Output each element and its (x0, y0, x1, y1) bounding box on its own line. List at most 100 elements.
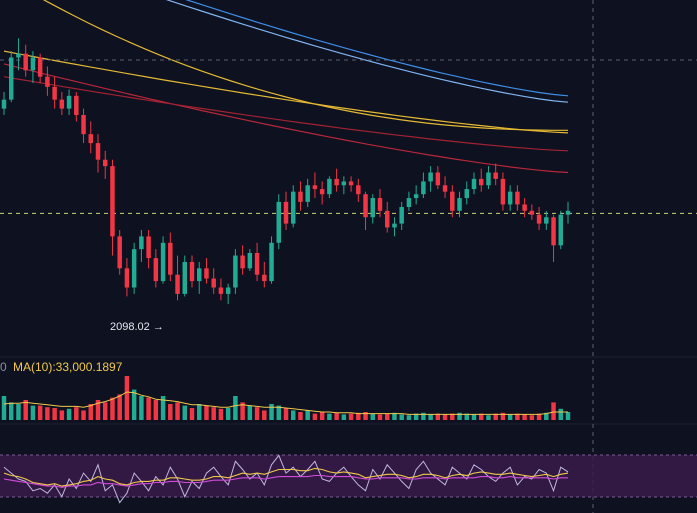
candle-body (240, 255, 245, 269)
candle-body (139, 236, 144, 250)
candle-body (290, 191, 296, 224)
volume-bar (45, 407, 50, 420)
candle-body (196, 268, 202, 282)
candle-body (66, 95, 72, 109)
volume-bar (384, 413, 390, 420)
candle-body (1, 99, 7, 109)
candle-body (377, 198, 383, 211)
moving-average-line (3, 50, 569, 134)
volume-bar (283, 408, 289, 420)
candle-body (384, 210, 390, 228)
candle-body (363, 194, 368, 218)
moving-average-line (185, 0, 569, 97)
candle-body (283, 201, 289, 224)
volume-bar (341, 414, 347, 420)
candle-body (45, 76, 50, 87)
volume-bar (37, 405, 43, 420)
candle-body (565, 210, 571, 215)
candle-body (327, 178, 332, 195)
candle-body (544, 217, 549, 224)
candle-body (168, 242, 173, 275)
volume-bar (81, 410, 86, 420)
candle-body (182, 261, 188, 294)
candle-body (211, 278, 216, 288)
candle-body (204, 268, 209, 279)
volume-bar (392, 412, 397, 420)
volume-bar (74, 407, 79, 420)
candle-body (95, 143, 101, 160)
candle-body (74, 95, 79, 115)
volume-bar (146, 397, 151, 420)
volume-bar (30, 405, 36, 420)
volume-bar (327, 413, 332, 420)
volume-bar (536, 413, 542, 420)
volume-bar (435, 413, 441, 420)
candle-body (59, 99, 65, 109)
volume-bar (1, 396, 7, 420)
volume-bar (348, 413, 354, 420)
candle-body (30, 57, 36, 71)
candle-body (16, 53, 21, 58)
moving-average-line (42, 0, 568, 131)
candle-body (247, 253, 253, 269)
volume-bar (312, 413, 318, 420)
volume-bar (377, 414, 383, 420)
volume-bar (319, 412, 325, 420)
candle-body (536, 214, 542, 224)
volume-bar (399, 414, 404, 420)
rsi-smooth-line (3, 474, 568, 488)
volume-bar (471, 414, 477, 420)
candle-body (435, 172, 441, 186)
candle-body (160, 242, 166, 282)
volume-bar (139, 396, 144, 420)
candle-body (334, 178, 339, 186)
volume-bar (131, 389, 137, 420)
candle-body (110, 166, 115, 237)
volume-bar (298, 412, 303, 420)
volume-bar (334, 412, 339, 420)
volume-bar (493, 413, 498, 420)
low-price-marker: 2098.02 → (110, 321, 164, 333)
volume-bar (522, 414, 527, 420)
volume-bar (428, 414, 433, 420)
candlestick-series (1, 38, 571, 305)
rsi-line (3, 454, 569, 504)
candle-body (81, 115, 86, 135)
candle-body (218, 287, 224, 294)
volume-bar (565, 412, 571, 420)
candle-body (486, 172, 491, 186)
volume-bar (486, 415, 491, 420)
candle-body (493, 172, 498, 179)
candle-body (254, 253, 260, 275)
candle-body (406, 198, 412, 207)
volume-bar (450, 413, 455, 420)
volume-bar (225, 408, 231, 420)
candle-body (276, 201, 282, 243)
volume-ma-label: MA(10):33,000.1897 (13, 360, 123, 374)
volume-bar (406, 415, 412, 420)
moving-average-lines (3, 0, 569, 174)
candle-body (175, 274, 180, 294)
volume-bar (515, 413, 520, 420)
candle-body (117, 236, 122, 269)
volume-bar (16, 404, 21, 420)
volume-bar (558, 408, 564, 420)
rsi-ma-line (3, 467, 569, 487)
volume-bar (500, 412, 506, 420)
volume-bar (124, 376, 130, 420)
candle-body (428, 172, 433, 182)
candle-body (305, 185, 310, 202)
moving-average-line (3, 63, 569, 174)
candle-body (8, 57, 14, 100)
candle-body (515, 191, 520, 205)
volume-bar (269, 404, 274, 420)
volume-bar (305, 410, 310, 420)
volume-bar (95, 400, 101, 420)
candle-body (146, 236, 151, 259)
candle-body (551, 217, 556, 246)
candle-body (319, 189, 325, 195)
candle-body (529, 210, 535, 215)
